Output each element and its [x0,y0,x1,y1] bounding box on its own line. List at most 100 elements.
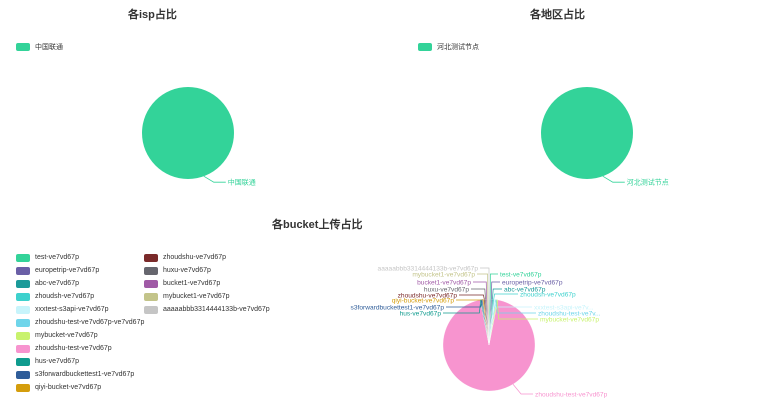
pie-label-2-10: qiyi-bucket-ve7vd67p [392,297,455,304]
legend-swatch [16,331,30,340]
pie-label-line-2-2 [492,288,502,300]
legend-label: huxu-ve7vd67p [163,267,211,274]
legend-item[interactable]: mybucket1-ve7vd67p [144,292,270,301]
legend-label: test-ve7vd67p [35,254,79,261]
pie-label-line-2-13 [473,281,487,300]
legend-swatch [16,357,30,366]
legend-item[interactable]: test-ve7vd67p [16,253,144,262]
pie-label-2-1: europetrip-ve7vd67p [502,279,563,286]
legend-item[interactable]: zhoudshu-test-ve7vd67p-ve7vd67p [16,318,144,327]
legend-swatch [16,292,30,301]
legend-item[interactable]: bucket1-ve7vd67p [144,279,270,288]
pie-label-2-2: abc-ve7vd67p [504,286,546,293]
legend-swatch [144,292,158,301]
legend-swatch [418,42,432,51]
legend-swatch [16,253,30,262]
pie-label-2-12: huxu-ve7vd67p [424,286,469,293]
legend-label: zhoudshu-test-ve7vd67p [35,345,112,352]
pie-label-line-2-4 [494,299,532,308]
legend-item[interactable]: qiyi-bucket-ve7vd67p [16,383,144,392]
legend-item[interactable]: 河北测试节点 [418,42,479,51]
pie-label-1-0: 河北测试节点 [627,178,669,187]
legend-item[interactable]: europetrip-ve7vd67p [16,266,144,275]
pie-label-line-2-8 [443,299,482,314]
isp-legend: 中国联通 [16,42,63,55]
legend-item[interactable]: s3forwardbuckettest1-ve7vd67p [16,370,144,379]
legend-item[interactable]: huxu-ve7vd67p [144,266,270,275]
legend-item[interactable]: zhoudsh-ve7vd67p [16,292,144,301]
pie-label-0-0: 中国联通 [228,178,256,187]
legend-swatch [144,253,158,262]
isp-chart-title: 各isp占比 [128,9,177,21]
pie-label-2-5: zhoudshu-test-ve7v... [538,310,601,317]
legend-swatch [16,42,30,51]
legend-label: bucket1-ve7vd67p [163,280,221,287]
legend-item[interactable]: zhoudshu-ve7vd67p [144,253,270,262]
pie-label-2-13: bucket1-ve7vd67p [417,279,471,286]
pie-label-line-2-10 [456,299,484,301]
legend-label: 河北测试节点 [437,43,479,51]
pie-label-line-2-1 [491,281,500,300]
pie-label-line-2-15 [480,267,490,299]
legend-label: qiyi-bucket-ve7vd67p [35,384,102,391]
pie-label-2-6: mybucket-ve7vd67p [540,316,599,323]
pie-label-line-2-0 [489,273,498,300]
pie-slice-0-0[interactable] [142,87,234,179]
legend-label: zhoudshu-ve7vd67p [163,254,227,261]
legend-item[interactable]: 中国联通 [16,42,63,51]
legend-swatch [144,305,158,314]
legend-swatch [16,370,30,379]
legend-item[interactable]: mybucket-ve7vd67p [16,331,144,340]
pie-label-line-2-5 [495,299,536,314]
pie-label-2-15: aaaaabbb3314444133b-ve7vd67p [378,265,479,272]
legend-swatch [16,266,30,275]
legend-label: 中国联通 [35,43,63,51]
pie-label-line-1-0 [602,175,625,183]
pie-label-line-2-12 [471,288,486,300]
bucket-legend-col-2: zhoudshu-ve7vd67p huxu-ve7vd67p bucket1-… [144,253,270,318]
legend-item[interactable]: hus-ve7vd67p [16,357,144,366]
legend-label: hus-ve7vd67p [35,358,79,365]
legend-label: europetrip-ve7vd67p [35,267,100,274]
pie-label-2-11: zhoudshu-ve7vd67p [398,292,458,299]
legend-label: abc-ve7vd67p [35,280,79,287]
region-chart-title: 各地区占比 [530,9,585,21]
pie-slice-1-0[interactable] [541,87,633,179]
legend-swatch [16,279,30,288]
pie-label-line-0-0 [203,175,226,183]
legend-swatch [144,279,158,288]
legend-label: xxxtest-s3api-ve7vd67p [35,306,109,313]
legend-item[interactable]: zhoudshu-test-ve7vd67p [16,344,144,353]
bucket-chart-title: 各bucket上传占比 [272,219,363,231]
pie-label-2-14: mybucket1-ve7vd67p [412,271,475,278]
legend-label: s3forwardbuckettest1-ve7vd67p [35,371,135,378]
legend-label: zhoudsh-ve7vd67p [35,293,95,300]
pie-label-2-4: xxxtest-s3api-ve7v... [534,304,594,311]
legend-item[interactable]: xxxtest-s3api-ve7vd67p [16,305,144,314]
pie-label-2-8: hus-ve7vd67p [400,310,442,317]
pie-label-line-2-3 [493,293,518,300]
legend-label: zhoudshu-test-ve7vd67p-ve7vd67p [35,319,145,326]
legend-swatch [16,305,30,314]
pie-label-line-2-6 [496,299,538,320]
legend-item[interactable]: aaaaabbb3314444133b-ve7vd67p [144,305,270,314]
legend-label: mybucket-ve7vd67p [35,332,98,339]
legend-swatch [16,383,30,392]
pie-label-2-7: zhoudshu-test-ve7vd67p [535,391,608,398]
pie-label-line-2-14 [477,273,489,300]
legend-swatch [144,266,158,275]
legend-item[interactable]: abc-ve7vd67p [16,279,144,288]
pie-label-line-2-11 [459,294,485,300]
region-legend: 河北测试节点 [418,42,479,55]
bucket-legend-col-1: test-ve7vd67p europetrip-ve7vd67p abc-ve… [16,253,144,396]
pie-label-line-2-9 [446,299,483,308]
pie-slice-2-7[interactable] [442,299,536,392]
pie-label-2-0: test-ve7vd67p [500,271,542,278]
legend-label: aaaaabbb3314444133b-ve7vd67p [163,306,270,313]
pie-label-2-3: zhoudsh-ve7vd67p [520,291,576,298]
legend-label: mybucket1-ve7vd67p [163,293,230,300]
legend-swatch [16,344,30,353]
pie-label-line-2-7 [512,383,534,395]
legend-swatch [16,318,30,327]
